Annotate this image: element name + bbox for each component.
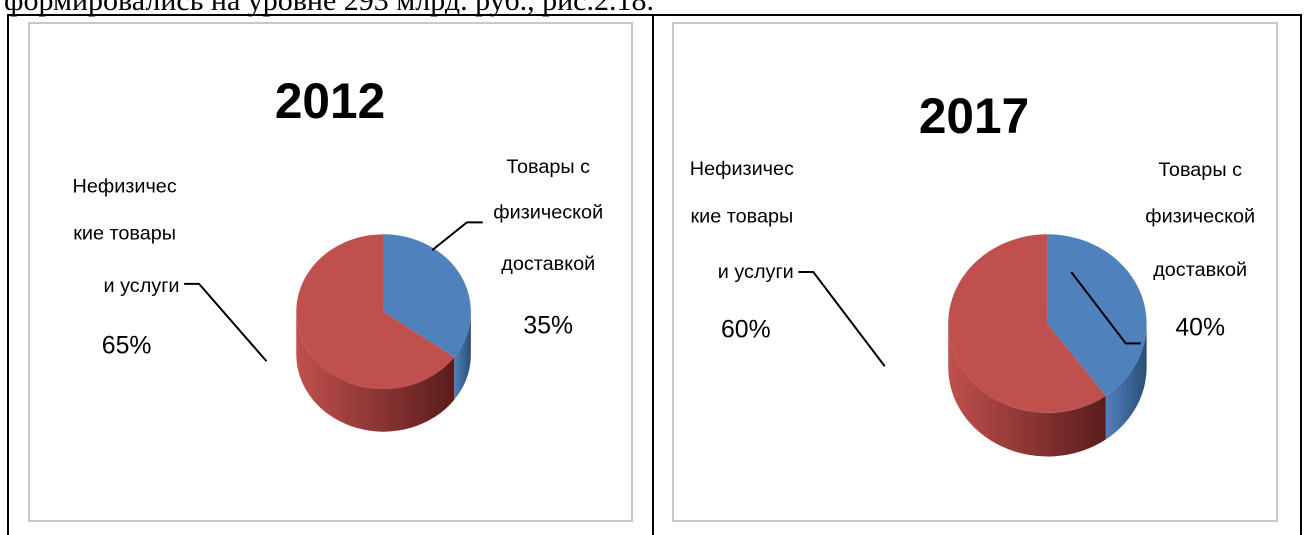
pie-chart-2012-svg: 2012 Товары с физической доставкой 35% Н…	[73, 73, 603, 432]
pie-side-nonphysical	[296, 311, 455, 432]
label-nonphysical-line-1: Нефизичес	[73, 176, 177, 198]
pie-side-nonphysical	[948, 323, 1106, 457]
layout-table	[7, 14, 1302, 535]
chart-2017: 2017 Товары с физической доставкой 40% Н…	[672, 22, 1278, 522]
pie-side-physical	[1105, 323, 1147, 440]
pie-side-physical	[454, 311, 471, 400]
data-label-physical: 35%	[523, 313, 573, 340]
label-nonphysical: Нефизичес кие товары и услуги 65%	[73, 176, 180, 360]
chart-title: 2017	[919, 88, 1029, 144]
label-nonphysical-line-1: Нефизичес	[690, 158, 794, 180]
label-physical: Товары с физической доставкой 40%	[1145, 159, 1255, 342]
chart-title: 2012	[275, 73, 385, 129]
label-physical-line-2: физической	[1145, 205, 1255, 227]
label-nonphysical-line-3: и услуги	[104, 275, 180, 297]
leader-line-nonphysical	[798, 271, 886, 367]
label-nonphysical: Нефизичес кие товары и услуги 60%	[690, 158, 794, 344]
pie-slice-nonphysical	[296, 234, 455, 390]
label-nonphysical-line-2: кие товары	[690, 205, 793, 227]
pie-slice-physical	[383, 234, 471, 358]
pie-slice-nonphysical	[948, 234, 1106, 413]
pie-group	[948, 234, 1147, 457]
pie-chart-2017-svg: 2017 Товары с физической доставкой 40% Н…	[690, 88, 1255, 457]
label-physical-line-3: доставкой	[501, 253, 595, 275]
leader-line-physical	[431, 221, 483, 251]
cut-off-text-line: формировались на уровне 293 млрд. руб., …	[4, 0, 654, 17]
label-physical: Товары с физической доставкой 35%	[493, 156, 603, 340]
data-label-nonphysical: 60%	[721, 316, 771, 343]
data-label-nonphysical: 65%	[102, 332, 152, 359]
leader-line-nonphysical	[184, 282, 268, 362]
label-physical-line-2: физической	[493, 201, 603, 223]
label-physical-line-1: Товары с	[1158, 159, 1242, 181]
table-divider	[652, 14, 654, 535]
label-nonphysical-line-2: кие товары	[73, 222, 176, 244]
label-physical-line-1: Товары с	[506, 156, 590, 178]
data-label-physical: 40%	[1175, 314, 1225, 341]
label-physical-line-3: доставкой	[1153, 259, 1247, 281]
label-nonphysical-line-3: и услуги	[718, 261, 794, 283]
pie-group	[296, 234, 471, 432]
leader-line-physical	[1070, 271, 1141, 345]
chart-2012: 2012 Товары с физической доставкой 35% Н…	[28, 22, 633, 522]
